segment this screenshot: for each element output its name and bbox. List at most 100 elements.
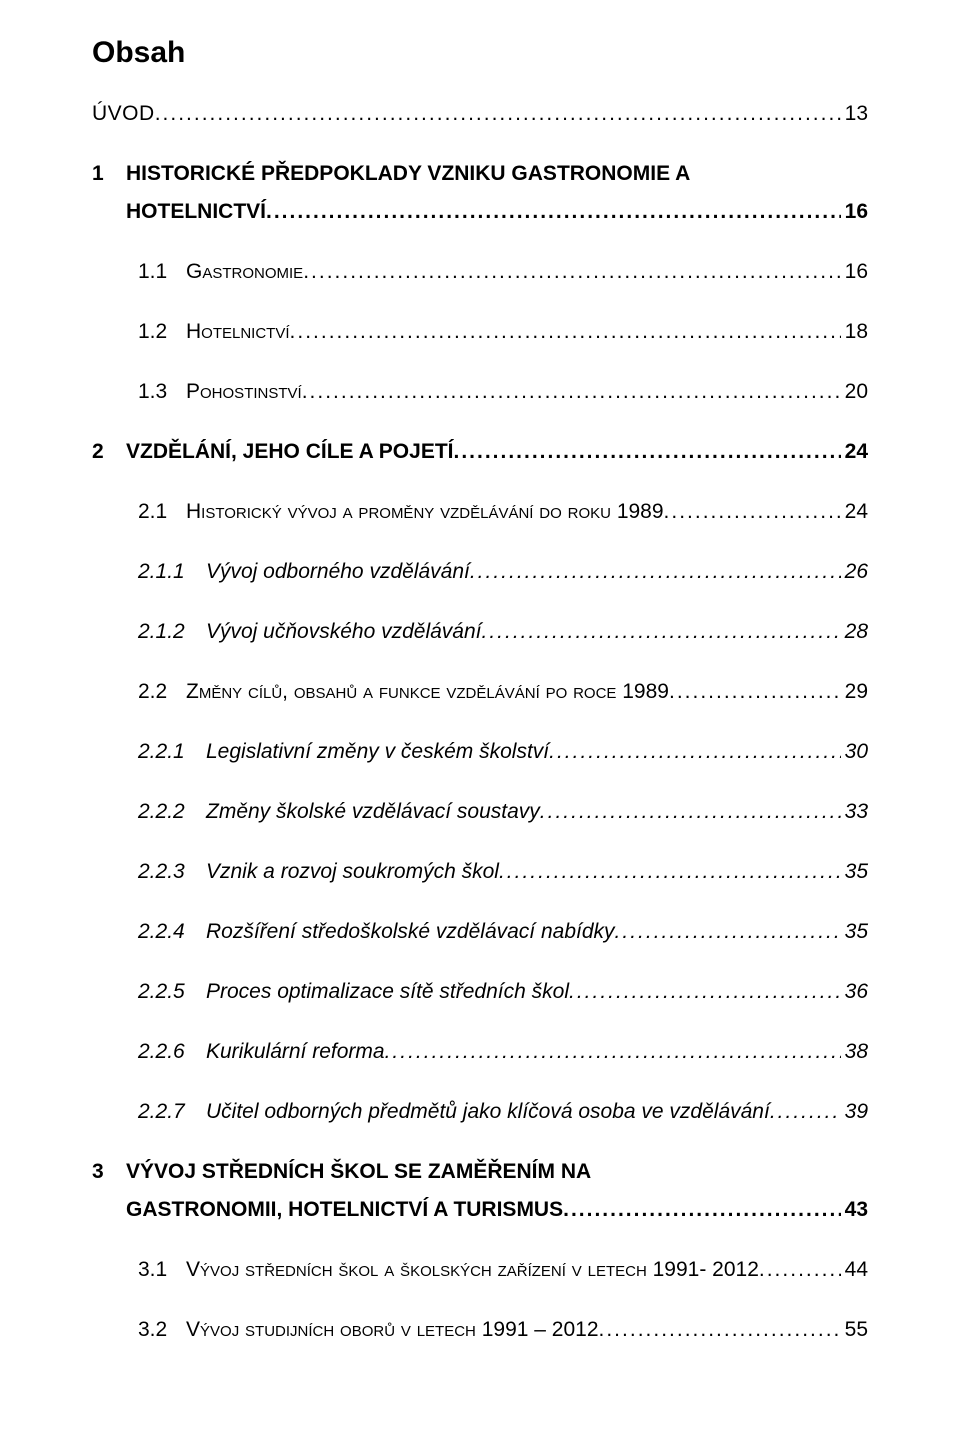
toc-page-number: 44	[841, 1258, 868, 1282]
toc-label: GASTRONOMII, HOTELNICTVÍ A TURISMUS	[92, 1198, 563, 1222]
toc-label: 2.2.6Kurikulární reforma	[138, 1040, 385, 1064]
toc-page-number: 38	[841, 1040, 868, 1064]
toc-text: GASTRONOMII, HOTELNICTVÍ A TURISMUS	[126, 1198, 563, 1221]
toc-number: 3.1	[138, 1258, 186, 1282]
toc-label: 2.1.1Vývoj odborného vzdělávání	[138, 560, 470, 584]
toc-page-number: 29	[841, 680, 868, 704]
toc-text: HISTORICKÉ PŘEDPOKLADY VZNIKU GASTRONOMI…	[126, 162, 690, 185]
toc-page-number: 18	[841, 320, 868, 344]
toc-page-number: 20	[841, 380, 868, 404]
toc-entry: 2.2.6Kurikulární reforma 38	[92, 1040, 868, 1064]
toc-leader	[563, 1198, 841, 1222]
toc-entry: 2.1.1Vývoj odborného vzdělávání26	[92, 560, 868, 584]
toc-entry: 1.2Hotelnictví 18	[92, 320, 868, 344]
toc-entry: 2.2.7Učitel odborných předmětů jako klíč…	[92, 1100, 868, 1124]
toc-text: ÚVOD	[92, 102, 155, 125]
toc-label: 3VÝVOJ STŘEDNÍCH ŠKOL SE ZAMĚŘENÍM NA	[92, 1160, 591, 1184]
toc-text: Proces optimalizace sítě středních škol	[206, 980, 569, 1003]
toc-leader	[770, 1100, 841, 1124]
toc-text: Vývoj studijních oborů v letech 1991 – 2…	[186, 1318, 599, 1341]
toc-leader	[290, 320, 841, 344]
toc-number: 2.2.7	[138, 1100, 206, 1124]
toc-leader	[540, 800, 841, 824]
toc-page-number: 24	[841, 500, 868, 524]
toc-label: 1.2Hotelnictví	[138, 320, 290, 344]
toc-label: 3.1Vývoj středních škol a školských zaří…	[138, 1258, 759, 1282]
toc-entry: 1.1Gastronomie 16	[92, 260, 868, 284]
toc-leader	[302, 380, 841, 404]
toc-text: VZDĚLÁNÍ, JEHO CÍLE A POJETÍ	[126, 440, 454, 463]
toc-leader	[499, 860, 841, 884]
toc-number: 2.2.4	[138, 920, 206, 944]
toc-page-number: 16	[841, 200, 868, 224]
toc-entry: 2.2.1Legislativní změny v českém školstv…	[92, 740, 868, 764]
toc-leader	[266, 200, 841, 224]
toc-number: 3.2	[138, 1318, 186, 1342]
toc-leader	[669, 680, 841, 704]
toc-text: Učitel odborných předmětů jako klíčová o…	[206, 1100, 770, 1123]
toc-label: ÚVOD	[92, 102, 155, 126]
toc-page-number: 33	[841, 800, 868, 824]
toc-number: 1	[92, 162, 126, 186]
toc-leader	[759, 1258, 841, 1282]
toc-text: Vývoj odborného vzdělávání	[206, 560, 470, 583]
toc-label: 2.2.3Vznik a rozvoj soukromých škol	[138, 860, 499, 884]
toc-number: 1.2	[138, 320, 186, 344]
toc-label: 2.2.2Změny školské vzdělávací soustavy	[138, 800, 540, 824]
toc-entry: 3.1Vývoj středních škol a školských zaří…	[92, 1258, 868, 1282]
toc-label: 2.2.4Rozšíření středoškolské vzdělávací …	[138, 920, 615, 944]
toc-entry: 2.1.2Vývoj učňovského vzdělávání 28	[92, 620, 868, 644]
toc-label: 2.2.5Proces optimalizace sítě středních …	[138, 980, 569, 1004]
toc-page-number: 13	[841, 102, 868, 126]
toc-label: 1.1Gastronomie	[138, 260, 303, 284]
toc-text: Vývoj učňovského vzdělávání	[206, 620, 482, 643]
toc-entry: 2.2.5Proces optimalizace sítě středních …	[92, 980, 868, 1004]
toc-entry: 3VÝVOJ STŘEDNÍCH ŠKOL SE ZAMĚŘENÍM NA GAS…	[92, 1160, 868, 1222]
toc-text: Gastronomie	[186, 260, 303, 283]
toc-number: 1.3	[138, 380, 186, 404]
toc-row: GASTRONOMII, HOTELNICTVÍ A TURISMUS43	[92, 1198, 868, 1222]
toc-text: Legislativní změny v českém školství	[206, 740, 549, 763]
toc-number: 2.2.6	[138, 1040, 206, 1064]
toc-entry: 1HISTORICKÉ PŘEDPOKLADY VZNIKU GASTRONOM…	[92, 162, 868, 224]
toc-label: 2.2.7Učitel odborných předmětů jako klíč…	[138, 1100, 770, 1124]
toc-label: 2VZDĚLÁNÍ, JEHO CÍLE A POJETÍ	[92, 440, 454, 464]
toc-leader	[454, 440, 841, 464]
toc-number: 1.1	[138, 260, 186, 284]
toc-number: 2.2.1	[138, 740, 206, 764]
toc-leader	[470, 560, 841, 584]
toc-page-number: 55	[841, 1318, 868, 1342]
toc-leader	[155, 102, 841, 126]
toc-text: Historický vývoj a proměny vzdělávání do…	[186, 500, 664, 523]
toc-text: Rozšíření středoškolské vzdělávací nabíd…	[206, 920, 615, 943]
toc-page-number: 28	[841, 620, 868, 644]
toc-page-number: 36	[841, 980, 868, 1004]
toc-entry: 2.2.3Vznik a rozvoj soukromých škol 35	[92, 860, 868, 884]
toc-label: HOTELNICTVÍ	[92, 200, 266, 224]
toc-number: 2	[92, 440, 126, 464]
toc-number: 2.1.2	[138, 620, 206, 644]
toc-leader	[482, 620, 841, 644]
toc-leader	[303, 260, 840, 284]
toc-text: Pohostinství	[186, 380, 302, 403]
toc-page-number: 35	[841, 860, 868, 884]
toc-page-number: 39	[841, 1100, 868, 1124]
toc-leader	[549, 740, 841, 764]
page-title: Obsah	[92, 36, 868, 70]
toc-number: 2.1	[138, 500, 186, 524]
toc-label: 1.3Pohostinství	[138, 380, 302, 404]
toc-label: 3.2Vývoj studijních oborů v letech 1991 …	[138, 1318, 599, 1342]
toc-text: VÝVOJ STŘEDNÍCH ŠKOL SE ZAMĚŘENÍM NA	[126, 1160, 591, 1183]
toc-leader	[615, 920, 841, 944]
toc-number: 2.2	[138, 680, 186, 704]
toc-row: 1HISTORICKÉ PŘEDPOKLADY VZNIKU GASTRONOM…	[92, 162, 868, 186]
toc-number: 2.2.2	[138, 800, 206, 824]
toc-label: 2.2.1Legislativní změny v českém školstv…	[138, 740, 549, 764]
toc-text: Hotelnictví	[186, 320, 290, 343]
toc-leader	[569, 980, 841, 1004]
toc-number: 2.1.1	[138, 560, 206, 584]
toc-text: HOTELNICTVÍ	[126, 200, 266, 223]
toc-page-number: 16	[841, 260, 868, 284]
document-page: Obsah ÚVOD 13 1HISTORICKÉ PŘEDPOKLADY VZNI…	[0, 0, 960, 1430]
toc-text: Vznik a rozvoj soukromých škol	[206, 860, 499, 883]
